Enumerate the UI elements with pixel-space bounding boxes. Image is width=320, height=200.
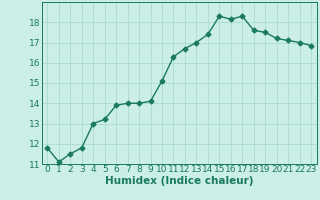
- X-axis label: Humidex (Indice chaleur): Humidex (Indice chaleur): [105, 176, 253, 186]
